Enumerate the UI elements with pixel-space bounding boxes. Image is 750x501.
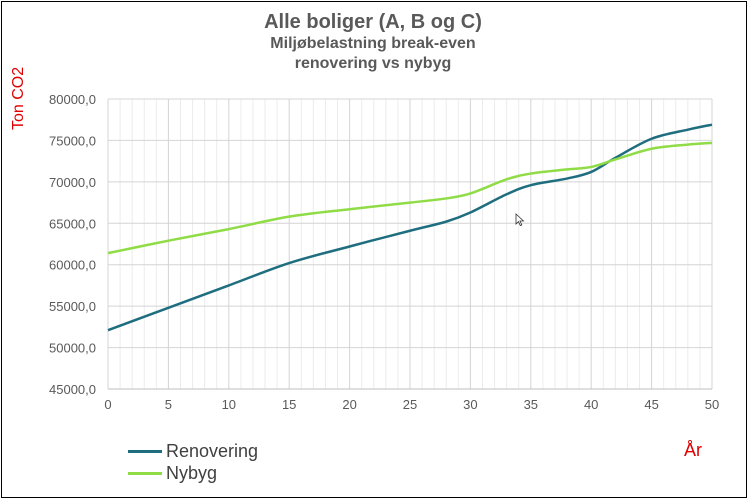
x-tick-label: 35 [524,397,538,412]
x-tick-label: 20 [342,397,356,412]
x-tick-label: 10 [222,397,236,412]
legend-label-nybyg: Nybyg [166,462,218,483]
x-tick-label: 50 [705,397,719,412]
x-tick-label: 30 [463,397,477,412]
y-tick-label: 80000,0 [49,92,96,107]
x-axis-label: År [684,440,702,460]
x-tick-label: 45 [644,397,658,412]
legend-item-nybyg: Nybyg [128,462,258,484]
series-line-renovering [107,123,713,332]
chart-titles: Alle boliger (A, B og C) Miljøbelastning… [0,10,746,74]
x-tick-label: 40 [584,397,598,412]
legend-swatch-renovering [128,449,162,453]
chart-subtitle-line2: renovering vs nybyg [294,55,452,72]
mouse-pointer-icon [515,213,525,227]
y-tick-label: 45000,0 [49,382,96,397]
series-line-nybyg [107,141,713,255]
y-tick-label: 55000,0 [49,299,96,314]
x-tick-label: 0 [104,397,111,412]
y-tick-label: 65000,0 [49,216,96,231]
chart-subtitle-line1: Miljøbelastning break-even [270,35,476,52]
legend-swatch-nybyg [128,471,162,475]
y-tick-label: 75000,0 [49,133,96,148]
x-tick-label: 25 [403,397,417,412]
y-tick-label: 50000,0 [49,341,96,356]
x-tick-label: 15 [282,397,296,412]
chart-title: Alle boliger (A, B og C) [264,11,482,33]
x-tick-label: 5 [165,397,172,412]
legend-label-renovering: Renovering [166,440,259,461]
y-tick-label: 70000,0 [49,175,96,190]
legend-item-renovering: Renovering [128,440,258,462]
y-tick-label: 60000,0 [49,258,96,273]
legend: Renovering Nybyg [128,440,258,484]
